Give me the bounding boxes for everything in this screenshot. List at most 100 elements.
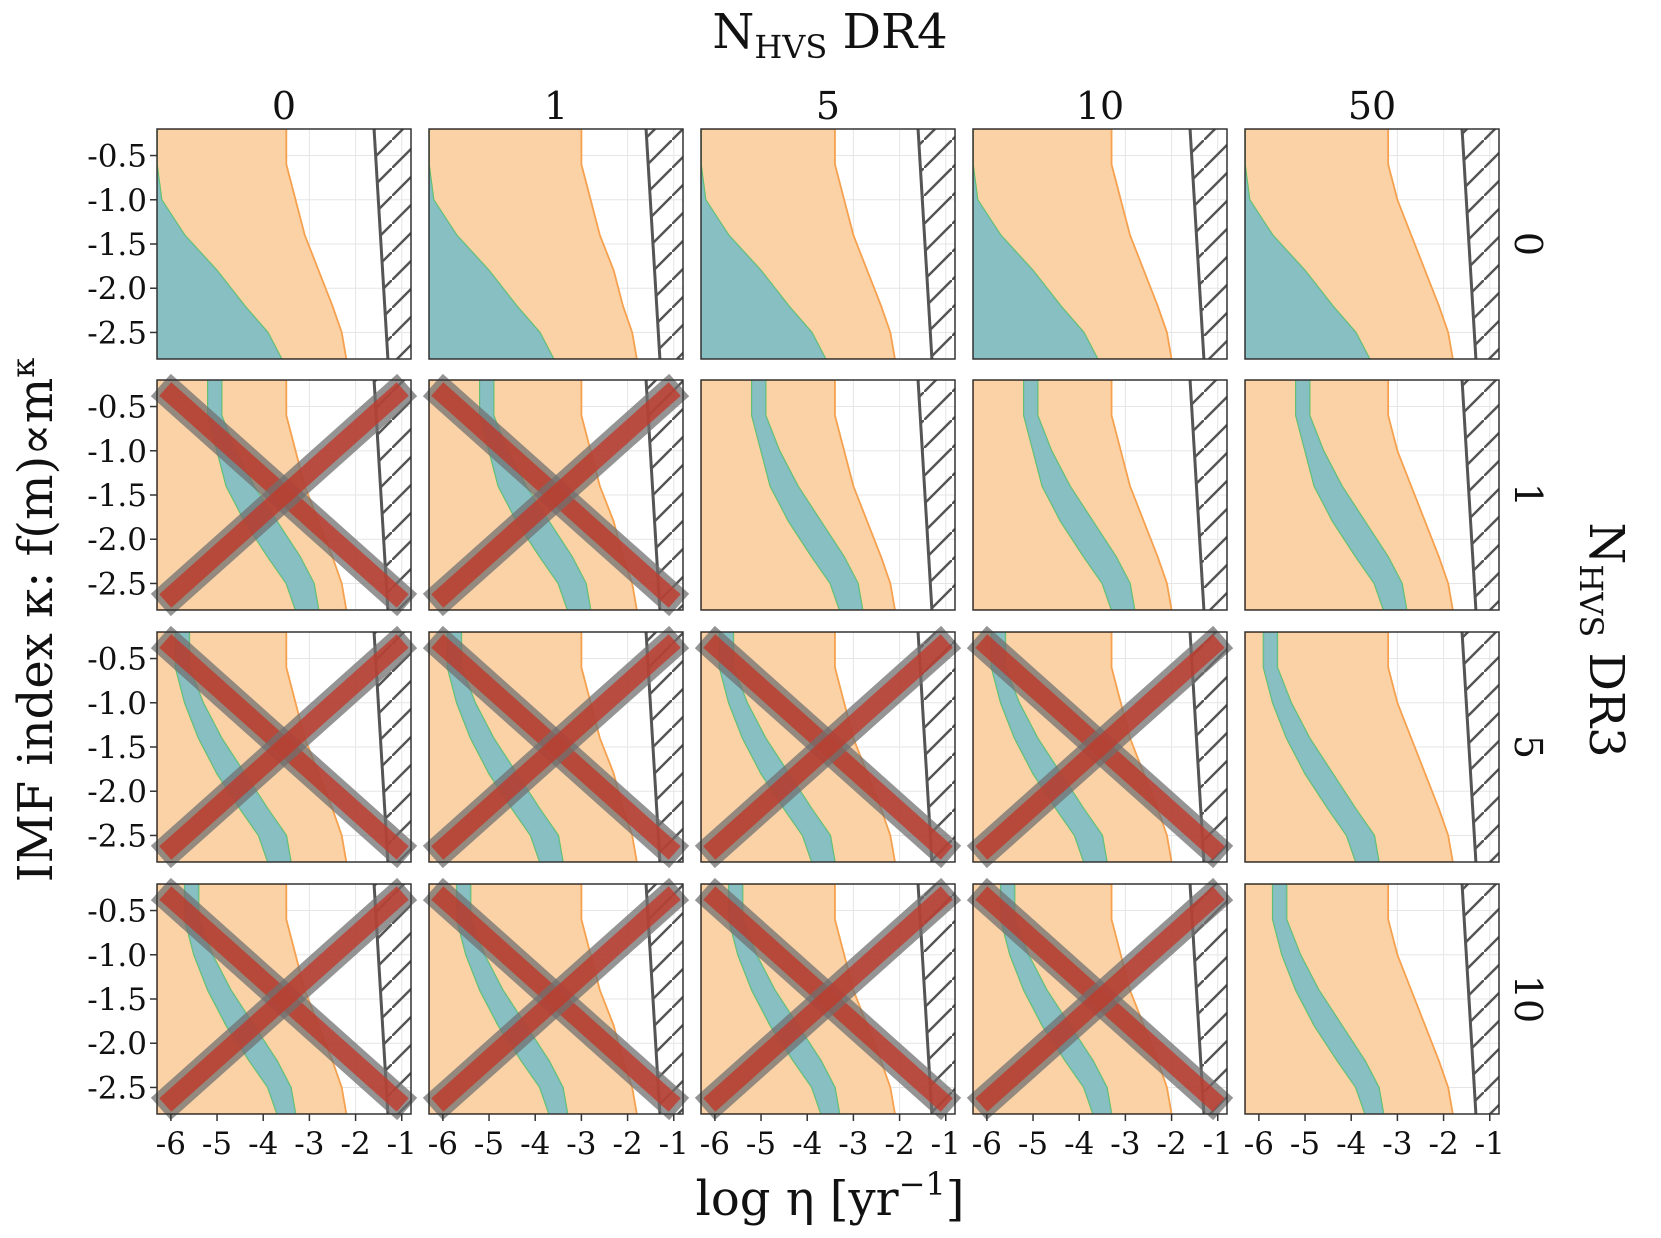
- row-group-title: NHVS DR3: [1572, 522, 1634, 757]
- column-label: 1: [544, 84, 568, 128]
- x-tick-label: -3: [566, 1126, 596, 1162]
- excluded-region: [1462, 884, 1499, 1114]
- dr4-credible-region: [1245, 632, 1454, 862]
- y-tick-label: -2.0: [87, 774, 147, 810]
- joint-credible-region: [751, 380, 863, 610]
- x-tick-label: -1: [387, 1126, 417, 1162]
- panel-content: [1245, 129, 1499, 359]
- exclusion-cross: [159, 634, 409, 860]
- x-tick-label: -3: [294, 1126, 324, 1162]
- panel-frame: [972, 128, 1228, 360]
- joint-credible-region: [1023, 380, 1135, 610]
- excluded-region: [646, 129, 683, 359]
- row-label: 0: [1506, 232, 1550, 256]
- y-tick-label: -0.5: [87, 894, 147, 930]
- excluded-region: [918, 632, 955, 862]
- x-axis-label: log η [yr−1]: [696, 1165, 965, 1227]
- panel-frame: [972, 379, 1228, 611]
- joint-credible-region: [701, 129, 826, 359]
- x-tick-label: -6: [1244, 1126, 1274, 1162]
- column-label: 10: [1076, 84, 1124, 128]
- panel-3-0: -0.5 -1.0 -1.5 -2.0 -2.5-6 -5 -4 -3 -2 -1: [87, 877, 418, 1162]
- y-tick-label: -1.5: [87, 982, 147, 1018]
- x-tick-label: -6: [700, 1126, 730, 1162]
- x-tick-label: -4: [248, 1126, 278, 1162]
- panel-frame: [1244, 128, 1500, 360]
- excluded-region: [1462, 129, 1499, 359]
- x-tick-label: -6: [428, 1126, 458, 1162]
- panel-1-2: [700, 379, 956, 611]
- exclusion-cross: [975, 886, 1225, 1112]
- panel-frame: [972, 631, 1228, 863]
- excluded-region: [1190, 129, 1227, 359]
- panel-grid: -0.5 -1.0 -1.5 -2.0 -2.5 0 1 5 10 50 0 -0.5 -1.0 -1.5…: [87, 84, 1550, 1162]
- x-tick-label: -3: [838, 1126, 868, 1162]
- x-tick-label: -1: [1475, 1126, 1505, 1162]
- panel-3-3: -6 -5 -4 -3 -2 -1: [966, 877, 1234, 1162]
- joint-credible-region: [728, 884, 840, 1114]
- exclusion-cross: [431, 634, 681, 860]
- y-tick-label: -1.5: [87, 730, 147, 766]
- column-label: 50: [1348, 84, 1396, 128]
- panel-content: [1245, 884, 1499, 1114]
- x-tick-label: -2: [1156, 1126, 1186, 1162]
- y-axis-label: IMF index κ: f(m)∝mκ: [4, 358, 64, 883]
- panel-1-3: [972, 379, 1228, 611]
- x-tick-label: -4: [1064, 1126, 1094, 1162]
- y-tick-label: -2.0: [87, 522, 147, 558]
- x-tick-label: -1: [1203, 1126, 1233, 1162]
- x-tick-label: -1: [931, 1126, 961, 1162]
- panel-2-2: [694, 625, 962, 869]
- joint-credible-region: [1263, 632, 1379, 862]
- panel-content: [1245, 632, 1499, 862]
- panel-content: [429, 129, 683, 359]
- joint-credible-region: [973, 129, 1098, 359]
- panel-content: [701, 380, 955, 610]
- y-tick-label: -1.5: [87, 478, 147, 514]
- joint-credible-region: [991, 632, 1107, 862]
- panel-content: [973, 380, 1227, 610]
- panel-2-3: [966, 625, 1234, 869]
- x-tick-label: -2: [340, 1126, 370, 1162]
- exclusion-cross: [703, 634, 953, 860]
- panel-frame: [1244, 631, 1500, 863]
- joint-credible-region: [207, 380, 319, 610]
- panel-content: [701, 129, 955, 359]
- joint-credible-region: [429, 129, 554, 359]
- panel-2-1: [422, 625, 690, 869]
- y-tick-label: -1.0: [87, 938, 147, 974]
- panel-0-4: 50 0: [1244, 84, 1550, 360]
- y-tick-label: -1.0: [87, 183, 147, 219]
- excluded-region: [1462, 632, 1499, 862]
- y-tick-label: -2.5: [87, 315, 147, 351]
- x-tick-label: -1: [659, 1126, 689, 1162]
- panel-3-1: -6 -5 -4 -3 -2 -1: [422, 877, 690, 1162]
- excluded-region: [918, 129, 955, 359]
- y-tick-label: -2.5: [87, 566, 147, 602]
- panel-2-0: -0.5 -1.0 -1.5 -2.0 -2.5: [87, 625, 418, 869]
- y-tick-label: -0.5: [87, 390, 147, 426]
- panel-frame: [428, 883, 684, 1115]
- joint-credible-region: [1000, 884, 1112, 1114]
- panel-frame: [972, 883, 1228, 1115]
- panel-frame: [700, 379, 956, 611]
- joint-credible-region: [1272, 884, 1384, 1114]
- excluded-boundary-line: [916, 129, 934, 359]
- excluded-region: [646, 884, 683, 1114]
- exclusion-cross: [975, 634, 1225, 860]
- excluded-region: [374, 129, 411, 359]
- x-tick-label: -4: [792, 1126, 822, 1162]
- x-tick-label: -2: [884, 1126, 914, 1162]
- column-group-title: NHVS DR4: [712, 4, 947, 66]
- panel-1-4: 1: [1244, 379, 1550, 611]
- x-tick-label: -5: [202, 1126, 232, 1162]
- x-tick-label: -5: [1290, 1126, 1320, 1162]
- y-tick-label: -1.0: [87, 686, 147, 722]
- y-tick-label: -2.0: [87, 271, 147, 307]
- y-tick-label: -2.5: [87, 1070, 147, 1106]
- joint-credible-region: [157, 129, 282, 359]
- x-tick-label: -3: [1110, 1126, 1140, 1162]
- excluded-region: [1190, 632, 1227, 862]
- panel-1-0: -0.5 -1.0 -1.5 -2.0 -2.5: [87, 373, 418, 617]
- x-tick-label: -4: [520, 1126, 550, 1162]
